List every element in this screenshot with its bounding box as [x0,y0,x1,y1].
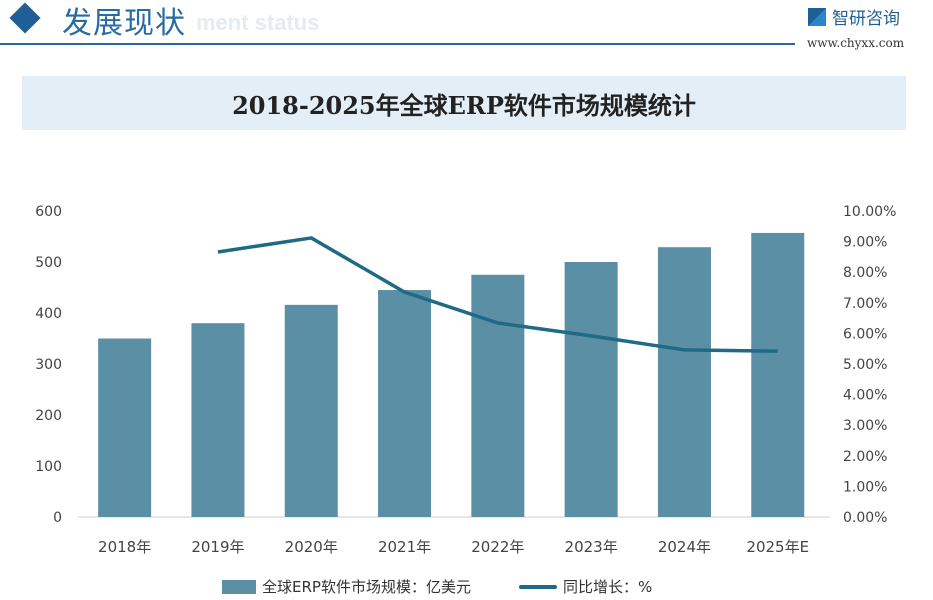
x-tick-label: 2025年E [746,538,809,556]
x-tick-label: 2023年 [565,538,618,556]
y-left-tick-label: 100 [35,459,62,475]
bar [284,304,338,517]
y-left-tick-label: 500 [35,255,62,271]
brand-logo: 智研咨询 [808,4,900,29]
logo-url: www.chyxx.com [807,36,905,50]
x-tick-label: 2024年 [658,538,711,556]
legend-bar-swatch [222,579,256,594]
bar [191,323,245,517]
y-left-tick-label: 300 [35,357,62,373]
section-subtitle-watermark: ment status [196,10,320,35]
y-right-tick-label: 7.00% [843,296,887,312]
y-right-tick-label: 8.00% [843,265,887,281]
header-divider [0,43,795,45]
y-right-tick-label: 0.00% [843,510,887,526]
logo-text: 智研咨询 [832,9,900,29]
y-right-tick-label: 10.00% [843,204,896,220]
y-right-tick-label: 3.00% [843,418,887,434]
bar [751,232,805,517]
x-tick-label: 2021年 [378,538,431,556]
chart-title-band: 2018-2025年全球ERP软件市场规模统计 [22,76,906,130]
y-left-tick-label: 0 [53,510,62,526]
bar [564,262,618,517]
legend-bar-label: 全球ERP软件市场规模：亿美元 [262,578,471,596]
bar [378,290,432,517]
y-right-tick-label: 1.00% [843,479,887,495]
y-right-tick-label: 9.00% [843,235,887,251]
y-left-tick-label: 600 [35,204,62,220]
chart-title: 2018-2025年全球ERP软件市场规模统计 [232,90,696,120]
y-right-tick-label: 4.00% [843,388,887,404]
y-right-tick-label: 6.00% [843,326,887,342]
y-right-tick-label: 5.00% [843,357,887,373]
y-left-tick-label: 400 [35,306,62,322]
logo-icon [808,7,826,26]
bar [657,247,711,517]
section-title: 发展现状 [62,6,186,41]
x-tick-label: 2019年 [191,538,244,556]
growth-line [217,236,778,353]
x-tick-label: 2020年 [285,538,338,556]
legend: 全球ERP软件市场规模：亿美元 同比增长：% [222,576,652,597]
y-right-tick-label: 2.00% [843,449,887,465]
legend-line-label: 同比增长：% [562,578,653,596]
x-tick-label: 2018年 [98,538,151,556]
bar [98,338,152,517]
x-tick-label: 2022年 [471,538,524,556]
y-left-tick-label: 200 [35,408,62,424]
legend-line-swatch [518,584,557,589]
bar [471,274,525,517]
